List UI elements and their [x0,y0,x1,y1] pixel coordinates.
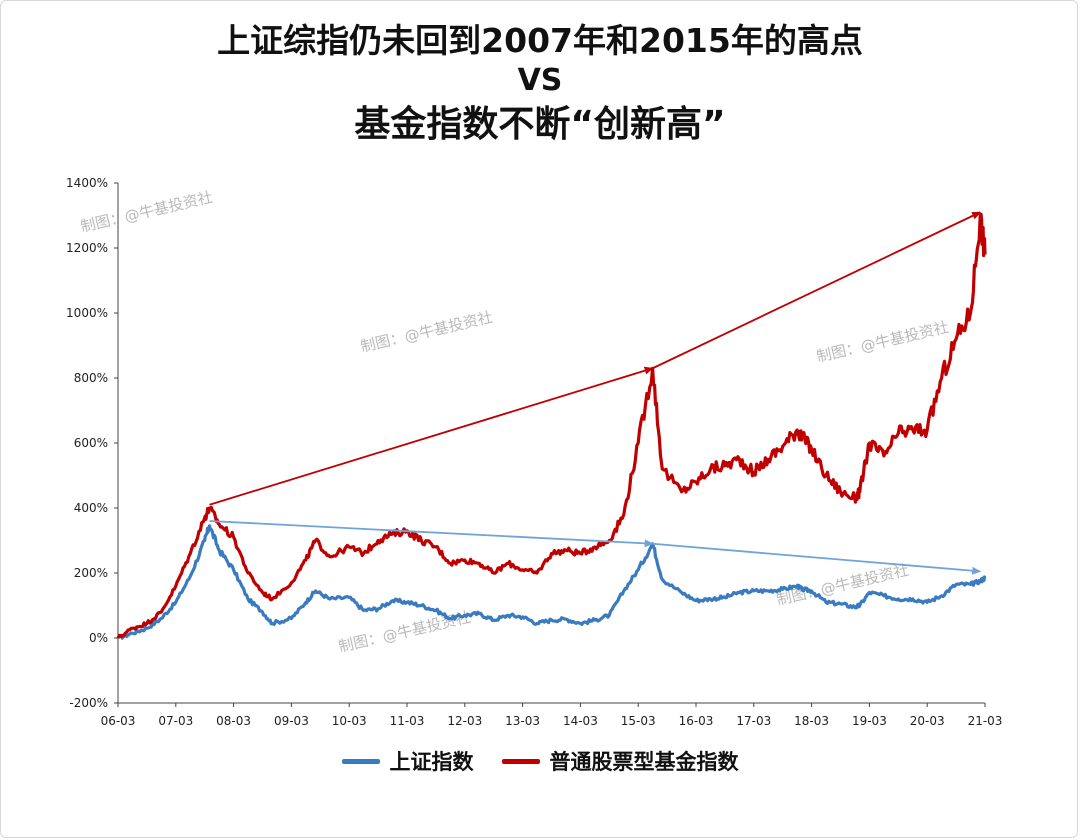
y-tick-label: -200% [69,696,108,710]
title-line-3: 基金指数不断“创新高” [354,104,726,145]
y-tick-label: 800% [74,371,108,385]
x-tick-label: 08-03 [216,714,251,728]
watermark-text: 制图：@牛基投资社 [79,188,215,236]
y-tick-label: 600% [74,436,108,450]
legend-swatch-shanghai [341,758,380,764]
trend-arrow-shanghai [652,542,982,575]
y-tick-label: 400% [74,501,108,515]
legend-swatch-fund [501,758,540,764]
y-tick-label: 1000% [66,306,108,320]
legend-label-shanghai: 上证指数 [389,750,474,774]
trend-arrow-fund [652,211,982,370]
title-line-1: 上证综指仍未回到2007年和2015年的高点 [217,21,863,60]
x-tick-label: 19-03 [852,714,887,728]
x-tick-label: 18-03 [794,714,829,728]
legend: 上证指数 普通股票型基金指数 [0,746,1080,776]
chart-title: 上证综指仍未回到2007年和2015年的高点 VS 基金指数不断“创新高” [0,18,1080,150]
legend-item-shanghai[interactable]: 上证指数 [341,746,474,776]
trend-arrow-fund [209,366,654,506]
y-tick-label: 200% [74,566,108,580]
legend-label-fund: 普通股票型基金指数 [549,750,739,774]
x-tick-label: 09-03 [274,714,309,728]
series-line-fund [116,212,987,639]
x-tick-label: 13-03 [505,714,540,728]
x-tick-label: 21-03 [968,714,1003,728]
title-line-2: VS [517,63,563,98]
x-tick-label: 10-03 [332,714,367,728]
x-tick-label: 11-03 [390,714,425,728]
x-tick-label: 12-03 [447,714,482,728]
x-tick-label: 15-03 [621,714,656,728]
watermark-text: 制图：@牛基投资社 [815,318,951,366]
x-tick-label: 16-03 [679,714,714,728]
x-tick-label: 07-03 [158,714,193,728]
y-tick-label: 1200% [66,241,108,255]
trend-arrow-shanghai [209,520,654,548]
x-tick-label: 17-03 [736,714,771,728]
y-tick-label: 1400% [66,176,108,190]
series-line-shanghai [116,524,987,640]
legend-item-fund[interactable]: 普通股票型基金指数 [501,746,739,776]
x-tick-label: 14-03 [563,714,598,728]
y-tick-label: 0% [89,631,108,645]
watermark-text: 制图：@牛基投资社 [359,308,495,356]
x-tick-label: 20-03 [910,714,945,728]
x-tick-label: 06-03 [101,714,136,728]
